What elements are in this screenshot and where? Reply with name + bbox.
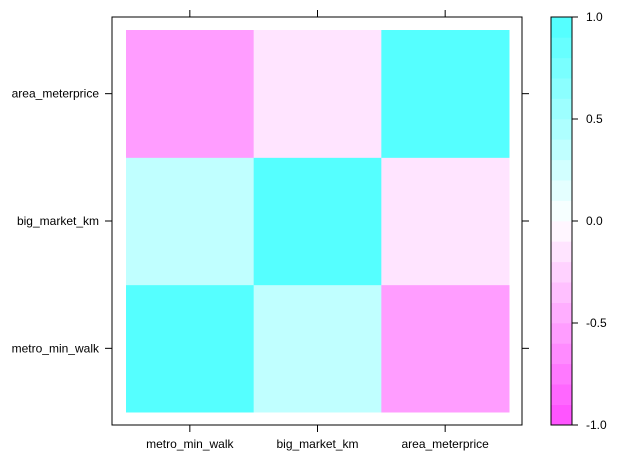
- colorbar-bin: [551, 241, 572, 263]
- y-tick-label: area_meterprice: [12, 87, 100, 101]
- colorbar: [551, 17, 572, 426]
- heatmap-cell-big_market_km-big_market_km: [253, 157, 382, 286]
- colorbar-bin: [551, 404, 572, 426]
- colorbar-bin: [551, 302, 572, 324]
- colorbar-tick-label: 0.5: [586, 112, 603, 126]
- x-tick-label: big_market_km: [276, 437, 358, 451]
- heatmap-cell-metro_min_walk-area_meterprice: [126, 30, 255, 158]
- y-axis-labels: metro_min_walk big_market_km area_meterpri…: [12, 87, 100, 356]
- x-tick-label: metro_min_walk: [146, 437, 234, 451]
- colorbar-ticks: 1.0 0.5 0.0 -0.5 -1.0: [572, 10, 607, 432]
- y-tick-label: big_market_km: [17, 214, 99, 228]
- colorbar-bin: [551, 384, 572, 405]
- colorbar-tick-label: 1.0: [586, 10, 603, 24]
- heatmap-cell-area_meterprice-big_market_km: [381, 157, 510, 286]
- heatmap-cell-area_meterprice-area_meterprice: [381, 30, 510, 158]
- colorbar-bin: [551, 323, 572, 344]
- colorbar-bin: [551, 119, 572, 140]
- colorbar-bin: [551, 363, 572, 385]
- heatmap-cells: [126, 30, 510, 413]
- heatmap-cell-metro_min_walk-big_market_km: [126, 157, 255, 286]
- heatmap-cell-big_market_km-area_meterprice: [253, 30, 382, 158]
- colorbar-bin: [551, 98, 572, 120]
- heatmap-cell-big_market_km-metro_min_walk: [253, 284, 382, 413]
- colorbar-bin: [551, 282, 572, 303]
- x-tick-label: area_meterprice: [401, 437, 489, 451]
- y-axis-ticks: [105, 93, 529, 349]
- colorbar-bin: [551, 159, 572, 181]
- x-axis-ticks: [189, 10, 446, 432]
- colorbar-bin: [551, 261, 572, 283]
- colorbar-tick-label: -1.0: [586, 418, 607, 432]
- colorbar-bin: [551, 17, 572, 38]
- colorbar-tick-label: 0.0: [586, 214, 603, 228]
- colorbar-bin: [551, 57, 572, 79]
- colorbar-bin: [551, 221, 572, 242]
- x-axis-labels: metro_min_walk big_market_km area_meterpri…: [146, 437, 489, 451]
- colorbar-bin: [551, 200, 572, 222]
- colorbar-bin: [551, 37, 572, 59]
- heatmap-cell-area_meterprice-metro_min_walk: [381, 284, 510, 413]
- colorbar-bin: [551, 180, 572, 201]
- heatmap-cell-metro_min_walk-metro_min_walk: [126, 284, 255, 413]
- colorbar-tick-label: -0.5: [586, 316, 607, 330]
- colorbar-bin: [551, 343, 572, 365]
- colorbar-bin: [551, 139, 572, 161]
- colorbar-bin: [551, 78, 572, 99]
- y-tick-label: metro_min_walk: [12, 341, 100, 355]
